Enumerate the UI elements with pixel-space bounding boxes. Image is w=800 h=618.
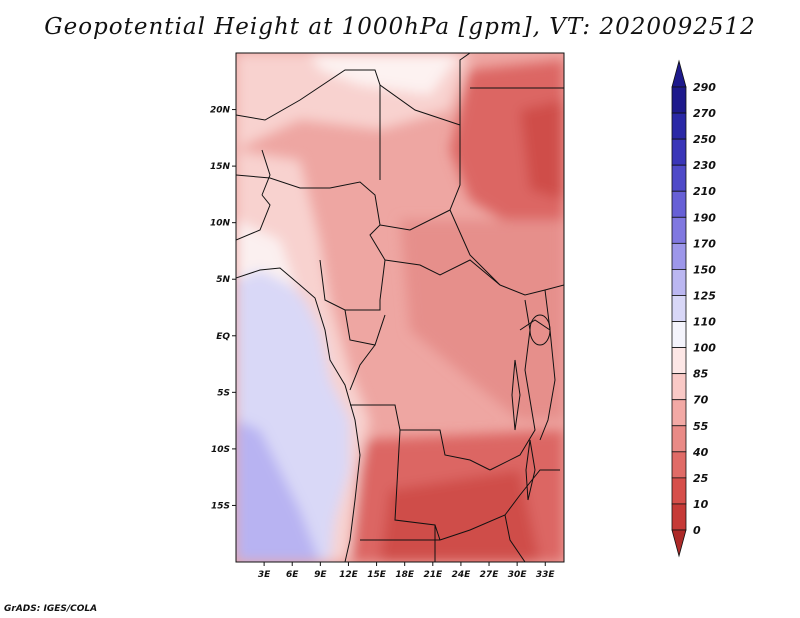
colorbar-label: 230 <box>693 159 716 172</box>
colorbar-label: 85 <box>693 368 709 381</box>
colorbar: 2902702502302101901701501251101008570554… <box>671 59 716 558</box>
colorbar-label: 250 <box>693 133 716 146</box>
colorbar-segment <box>671 269 687 296</box>
colorbar-label: 110 <box>693 316 716 329</box>
border-line <box>499 284 564 296</box>
colorbar-label: 170 <box>693 237 716 250</box>
border-line <box>350 404 491 471</box>
x-tick-label: 15E <box>367 570 387 580</box>
colorbar-segment <box>671 112 687 140</box>
border-line <box>539 289 556 441</box>
border-line <box>394 429 441 541</box>
lake-victoria <box>529 314 551 346</box>
field-central-east <box>400 220 564 420</box>
border-line <box>236 267 361 562</box>
border-line <box>261 149 271 196</box>
credit-label: GrADS: IGES/COLA <box>4 604 98 614</box>
colorbar-bottom-arrow <box>671 529 687 558</box>
colorbar-segment <box>671 190 687 218</box>
colorbar-segment <box>671 477 687 505</box>
y-tick-label: 10S <box>211 445 230 455</box>
field-east-deeper <box>520 100 564 200</box>
x-tick-label: 27E <box>480 570 500 580</box>
colorbar-segment <box>671 399 687 427</box>
colorbar-label: 70 <box>693 394 709 407</box>
border-line <box>459 53 471 125</box>
y-tick-label: 10N <box>210 219 231 229</box>
x-tick-label: 24E <box>452 570 472 580</box>
border-line <box>236 194 271 241</box>
colorbar-segment <box>671 425 687 453</box>
lake-tanganyika <box>511 359 521 431</box>
border-line <box>236 174 386 301</box>
colorbar-label: 290 <box>693 81 716 94</box>
map-frame <box>235 52 565 563</box>
colorbar-segment <box>671 295 687 322</box>
y-tick-label: 15N <box>210 162 231 172</box>
colorbar-label: 125 <box>693 289 716 302</box>
field-north-pale <box>310 53 460 95</box>
chart-title: Geopotential Height at 1000hPa [gpm], VT… <box>44 14 756 40</box>
x-tick-label: 9E <box>314 570 327 580</box>
colorbar-segment <box>671 242 687 270</box>
y-tick-label: 20N <box>210 106 231 116</box>
colorbar-segment <box>671 216 687 244</box>
border-line <box>349 344 376 391</box>
colorbar-label: 100 <box>693 342 716 355</box>
border-line <box>504 514 526 562</box>
field-south-deeper <box>380 470 540 562</box>
colorbar-label: 150 <box>693 263 716 276</box>
colorbar-label: 25 <box>693 472 709 485</box>
colorbar-segment <box>671 347 687 375</box>
colorbar-label: 210 <box>693 185 716 198</box>
colorbar-segment <box>671 164 687 192</box>
colorbar-label: 55 <box>693 420 709 433</box>
border-line <box>379 209 451 231</box>
field-ocean-near-2 <box>236 300 255 380</box>
colorbar-segment <box>671 321 687 348</box>
x-tick-label: 6E <box>286 570 299 580</box>
colorbar-segment <box>671 503 687 531</box>
colorbar-segment <box>671 138 687 166</box>
y-tick-label: 5S <box>217 388 230 398</box>
colorbar-label: 270 <box>693 107 716 120</box>
x-tick-label: 30E <box>508 570 528 580</box>
geopotential-field <box>236 53 564 562</box>
border-line <box>384 259 501 286</box>
x-tick-label: 18E <box>395 570 415 580</box>
x-tick-label: 12E <box>339 570 359 580</box>
country-borders <box>236 53 564 562</box>
border-line <box>379 84 501 286</box>
x-tick-label: 3E <box>258 570 271 580</box>
colorbar-label: 190 <box>693 211 716 224</box>
border-line <box>344 309 386 346</box>
y-tick-label: EQ <box>216 332 230 342</box>
x-tick-label: 21E <box>423 570 443 580</box>
y-tick-label: 5N <box>216 275 230 285</box>
axis-ticks: 3E 6E 9E 12E 15E 18E 21E 24E 27E 30E 33E 20N 15N 10N 5… <box>210 106 556 580</box>
colorbar-segment <box>671 86 687 114</box>
border-line <box>519 319 551 331</box>
colorbar-label: 10 <box>693 498 709 511</box>
y-tick-label: 15S <box>211 501 230 511</box>
colorbar-top-arrow <box>671 59 687 88</box>
border-line <box>439 469 560 541</box>
field-ocean-far <box>236 420 320 562</box>
x-tick-label: 33E <box>536 570 556 580</box>
colorbar-segment <box>671 373 687 401</box>
colorbar-label: 0 <box>693 524 701 537</box>
colorbar-segment <box>671 451 687 479</box>
colorbar-label: 40 <box>692 446 709 459</box>
lake-malawi <box>525 439 536 501</box>
